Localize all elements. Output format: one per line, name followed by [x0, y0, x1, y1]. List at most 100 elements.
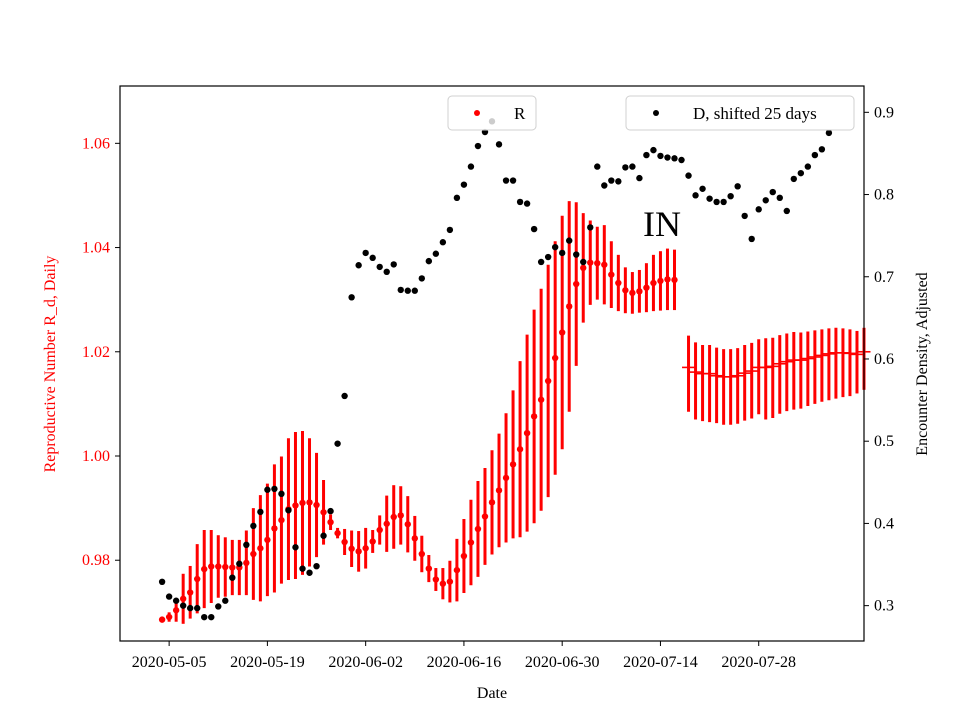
data-point — [229, 574, 236, 581]
data-point — [355, 262, 362, 269]
data-point — [566, 237, 573, 244]
data-point — [664, 276, 671, 283]
data-point — [678, 156, 685, 164]
data-point — [720, 198, 727, 206]
data-point — [418, 275, 426, 282]
data-point — [299, 565, 306, 572]
x-tick-label: 2020-05-19 — [230, 654, 305, 671]
data-point — [587, 224, 594, 231]
data-point — [657, 152, 664, 160]
data-point — [544, 377, 552, 385]
data-point — [453, 194, 461, 202]
legend-d-label: D, shifted 25 days — [693, 104, 817, 123]
data-point — [186, 604, 194, 612]
data-point — [264, 536, 271, 544]
data-point — [222, 563, 229, 571]
data-point — [523, 200, 531, 207]
y-right-tick-label: 0.7 — [874, 269, 894, 286]
data-point — [271, 485, 278, 493]
data-point — [179, 595, 187, 602]
data-point — [762, 197, 769, 204]
data-point — [474, 142, 482, 150]
data-point — [327, 507, 334, 515]
data-point — [257, 545, 264, 552]
data-point — [236, 560, 243, 567]
data-point — [334, 440, 341, 447]
data-point — [348, 545, 355, 552]
data-point — [313, 562, 320, 570]
data-point — [748, 235, 755, 243]
data-point — [243, 541, 250, 548]
data-point — [692, 192, 699, 199]
data-point — [453, 566, 461, 574]
y-right-tick-label: 0.8 — [874, 187, 894, 204]
data-point — [509, 177, 517, 184]
data-point — [341, 392, 348, 400]
data-point — [179, 602, 187, 609]
data-point — [383, 520, 390, 527]
data-point — [523, 429, 531, 437]
data-point — [516, 198, 524, 206]
data-point — [818, 146, 826, 153]
data-point — [636, 288, 643, 295]
series-1 — [682, 327, 871, 425]
data-point — [629, 289, 636, 297]
data-point — [460, 552, 468, 560]
data-point — [215, 603, 222, 610]
state-annotation: IN — [643, 204, 681, 244]
data-point — [250, 522, 257, 530]
data-point — [306, 569, 313, 576]
data-point — [783, 207, 790, 215]
data-point — [495, 487, 503, 494]
data-point — [671, 155, 678, 162]
data-point — [467, 539, 475, 546]
data-point — [397, 286, 404, 294]
data-point — [488, 499, 496, 506]
data-point — [594, 259, 601, 267]
data-point — [376, 263, 383, 271]
data-point — [706, 195, 713, 202]
data-point — [573, 251, 580, 258]
data-point — [530, 225, 538, 233]
data-point — [790, 175, 798, 183]
data-point — [208, 563, 215, 570]
data-point — [580, 264, 587, 272]
x-tick-label: 2020-07-28 — [721, 654, 796, 671]
legend-r: R — [447, 95, 537, 131]
data-point — [439, 239, 447, 246]
data-point — [615, 178, 622, 185]
data-point — [551, 243, 559, 251]
data-point — [804, 163, 812, 170]
data-point — [699, 185, 706, 192]
series-layer — [158, 118, 871, 624]
data-point — [355, 548, 362, 555]
data-point — [404, 521, 411, 528]
x-tick-label: 2020-05-05 — [132, 654, 207, 671]
data-point — [537, 258, 545, 266]
data-point — [797, 169, 805, 177]
data-point — [502, 177, 510, 184]
data-point — [250, 550, 257, 558]
data-point — [446, 226, 454, 234]
y-right-tick-label: 0.5 — [874, 433, 894, 450]
y-right-tick-label: 0.6 — [874, 351, 894, 368]
data-point — [439, 580, 447, 587]
data-point — [271, 525, 278, 532]
y-right-tick-label: 0.3 — [874, 598, 894, 615]
data-point — [580, 258, 587, 266]
x-axis: 2020-05-05 2020-05-19 2020-06-02 2020-06-16… — [132, 641, 796, 671]
data-point — [594, 163, 601, 170]
data-point — [376, 526, 383, 534]
legend-r-label: R — [514, 104, 526, 123]
data-point — [502, 474, 510, 482]
data-point — [671, 276, 678, 284]
data-point — [755, 206, 762, 213]
data-point — [474, 525, 482, 533]
legend-r-frame — [447, 95, 537, 131]
data-point — [544, 253, 552, 261]
data-point — [165, 613, 173, 621]
data-point — [727, 192, 734, 200]
x-tick-label: 2020-06-02 — [328, 654, 403, 671]
data-point — [643, 284, 650, 291]
series-0 — [158, 201, 678, 624]
